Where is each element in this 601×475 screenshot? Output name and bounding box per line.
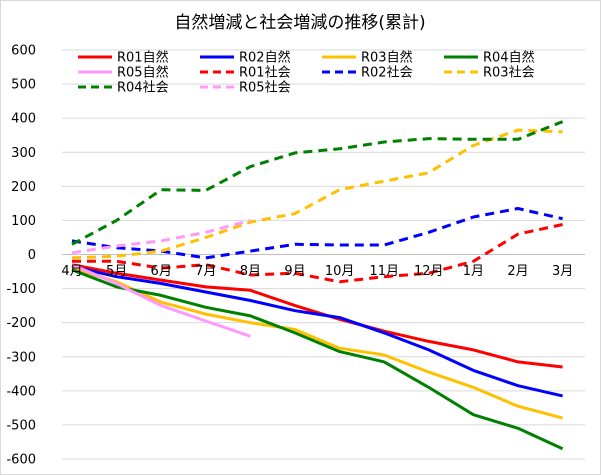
- y-tick-label: 400: [11, 112, 36, 127]
- legend-item: R02社会: [322, 65, 413, 81]
- legend-label: R01社会: [239, 65, 291, 81]
- legend-item: R02自然: [200, 50, 291, 66]
- y-tick-label: 200: [11, 180, 36, 195]
- y-tick-label: -100: [6, 282, 36, 297]
- legend-label: R04社会: [117, 80, 169, 96]
- x-tick-label: 9月: [284, 264, 305, 279]
- series-line-R03社会: [71, 128, 563, 260]
- x-tick-label: 12月: [414, 264, 444, 279]
- legend: R01自然 R02自然 R03自然 R04自然 R05自然 R01社会 R02社会 R03社会…: [78, 50, 535, 96]
- x-tick-label: 6月: [151, 264, 172, 279]
- y-tick-label: 100: [11, 214, 36, 229]
- y-axis-ticks: 600 500 400 300 200 100 0 -100 -200 -300 -400 -500 -…: [6, 44, 36, 468]
- y-tick-label: -500: [6, 418, 36, 433]
- legend-label: R02自然: [239, 50, 291, 66]
- legend-item: R01社会: [200, 65, 291, 81]
- series-lines: [71, 120, 564, 451]
- x-tick-label: 7月: [195, 264, 216, 279]
- series-line-R02自然: [71, 264, 563, 398]
- x-tick-label: 5月: [106, 264, 127, 279]
- legend-item: R03自然: [322, 50, 413, 66]
- y-tick-label: 0: [28, 248, 36, 263]
- x-tick-label: 2月: [507, 264, 528, 279]
- legend-item: R05自然: [78, 65, 169, 81]
- legend-label: R05社会: [239, 80, 291, 96]
- legend-item: R01自然: [78, 50, 169, 66]
- y-tick-label: 600: [11, 44, 36, 59]
- legend-item: R04自然: [444, 50, 535, 66]
- legend-item: R05社会: [200, 80, 291, 96]
- y-tick-label: -400: [6, 384, 36, 399]
- y-tick-label: -600: [6, 453, 36, 468]
- x-tick-label: 11月: [369, 264, 399, 279]
- legend-label: R03社会: [483, 65, 535, 81]
- y-tick-label: -300: [6, 350, 36, 365]
- series-line-R05自然: [71, 263, 251, 338]
- series-line-R03自然: [71, 266, 563, 420]
- legend-label: R05自然: [117, 65, 169, 81]
- legend-label: R03自然: [361, 50, 413, 66]
- x-axis-ticks: 4月 5月 6月 7月 8月 9月 10月 11月 12月 1月 2月 3月: [61, 264, 573, 279]
- chart-title: 自然増減と社会増減の推移(累計): [174, 13, 425, 33]
- x-tick-label: 10月: [325, 264, 355, 279]
- legend-item: R03社会: [444, 65, 535, 81]
- x-tick-label: 3月: [552, 264, 573, 279]
- y-tick-label: -200: [6, 316, 36, 331]
- legend-label: R01自然: [117, 50, 169, 66]
- y-tick-label: 500: [11, 78, 36, 93]
- legend-label: R02社会: [361, 65, 413, 81]
- x-tick-label: 4月: [61, 264, 82, 279]
- gridlines: [62, 49, 585, 460]
- series-line-R04社会: [71, 120, 564, 246]
- series-line-R04自然: [71, 268, 564, 451]
- series-line-R01社会: [72, 223, 563, 284]
- y-tick-label: 300: [11, 146, 36, 161]
- series-line-R05社会: [71, 218, 251, 255]
- series-line-R01自然: [71, 263, 563, 369]
- x-tick-label: 1月: [463, 264, 484, 279]
- legend-item: R04社会: [78, 80, 169, 96]
- legend-label: R04自然: [483, 50, 535, 66]
- x-tick-label: 8月: [240, 264, 261, 279]
